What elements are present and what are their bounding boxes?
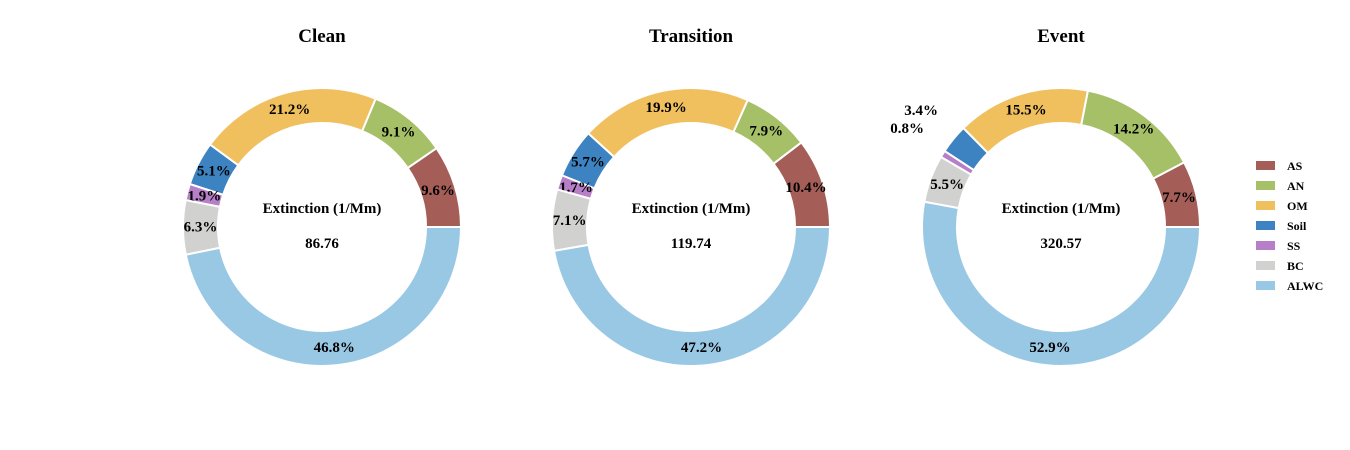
panel-title: Event: [1037, 26, 1085, 47]
legend-swatch: [1256, 241, 1275, 250]
donut-slice-alwc: [184, 226, 463, 367]
donut-panel-1: Transition10.4%7.9%19.9%5.7%1.7%7.1%47.2…: [551, 26, 832, 367]
legend-item-ss: SS: [1256, 239, 1301, 253]
slice-percent-label: 5.1%: [197, 164, 231, 180]
slice-percent-label: 7.7%: [1162, 190, 1196, 206]
legend-item-an: AN: [1256, 179, 1305, 193]
legend-swatch: [1256, 221, 1275, 230]
panel-title: Transition: [649, 26, 734, 47]
legend-swatch: [1256, 181, 1275, 190]
slice-percent-label: 19.9%: [646, 100, 687, 116]
donut-panels: Clean 9.6% 9.1% 21.2% 5.1% 1.9% 6.3% 46.8% Extin…: [182, 26, 1202, 367]
legend-label: Soil: [1287, 219, 1307, 233]
donut-slice-om: [586, 87, 749, 159]
center-extinction-label: Extinction (1/Mm): [263, 201, 382, 217]
slice-percent-label: 47.2%: [681, 340, 722, 356]
slice-percent-label: 0.8%: [890, 121, 924, 137]
slice-percent-label: 15.5%: [1005, 103, 1046, 119]
panel-title: Clean: [298, 26, 346, 47]
donut-panel-0: Clean 9.6% 9.1% 21.2% 5.1% 1.9% 6.3% 46.8% Extin…: [182, 26, 463, 367]
slice-percent-label: 21.2%: [269, 102, 310, 118]
legend-item-alwc: ALWC: [1256, 279, 1323, 293]
legend-label: AS: [1287, 159, 1303, 173]
legend-swatch: [1256, 161, 1275, 170]
legend-label: AN: [1287, 179, 1305, 193]
slice-percent-label: 5.5%: [930, 177, 964, 193]
slice-percent-label: 52.9%: [1029, 340, 1070, 356]
legend-item-as: AS: [1256, 159, 1303, 173]
donut-slice-alwc: [552, 226, 832, 367]
legend-swatch: [1256, 281, 1275, 290]
donut-panel-2: Event 7.7% 14.2% 15.5% 3.4% 0.8% 5.5% 52.9% Exti…: [890, 26, 1202, 367]
legend-swatch: [1256, 201, 1275, 210]
slice-percent-label: 6.3%: [184, 219, 218, 235]
slice-percent-label: 9.6%: [421, 183, 455, 199]
legend-item-soil: Soil: [1256, 219, 1307, 233]
donut-slice-om: [961, 87, 1090, 155]
center-extinction-label: Extinction (1/Mm): [1002, 201, 1121, 217]
legend-label: ALWC: [1287, 279, 1323, 293]
slice-percent-label: 1.9%: [188, 188, 222, 204]
slice-percent-label: 14.2%: [1113, 122, 1154, 138]
slice-percent-label: 9.1%: [382, 125, 416, 141]
legend-swatch: [1256, 261, 1275, 270]
slice-percent-label: 10.4%: [785, 180, 826, 196]
slice-percent-label: 7.9%: [749, 124, 783, 140]
legend-item-om: OM: [1256, 199, 1308, 213]
donut-slice-om: [208, 87, 377, 167]
center-extinction-value: 86.76: [305, 236, 339, 252]
slice-percent-label: 46.8%: [314, 340, 355, 356]
center-extinction-value: 320.57: [1040, 236, 1082, 252]
chart-legend: AS AN OM Soil SS BC ALWC: [1256, 159, 1323, 293]
slice-percent-label: 3.4%: [904, 103, 938, 119]
center-extinction-value: 119.74: [671, 236, 712, 252]
legend-label: OM: [1287, 199, 1308, 213]
slice-percent-label: 7.1%: [553, 213, 587, 229]
legend-label: BC: [1287, 259, 1304, 273]
center-extinction-label: Extinction (1/Mm): [632, 201, 751, 217]
legend-item-bc: BC: [1256, 259, 1304, 273]
slice-percent-label: 5.7%: [571, 154, 605, 170]
legend-label: SS: [1287, 239, 1301, 253]
donut-slice-alwc: [921, 200, 1202, 367]
